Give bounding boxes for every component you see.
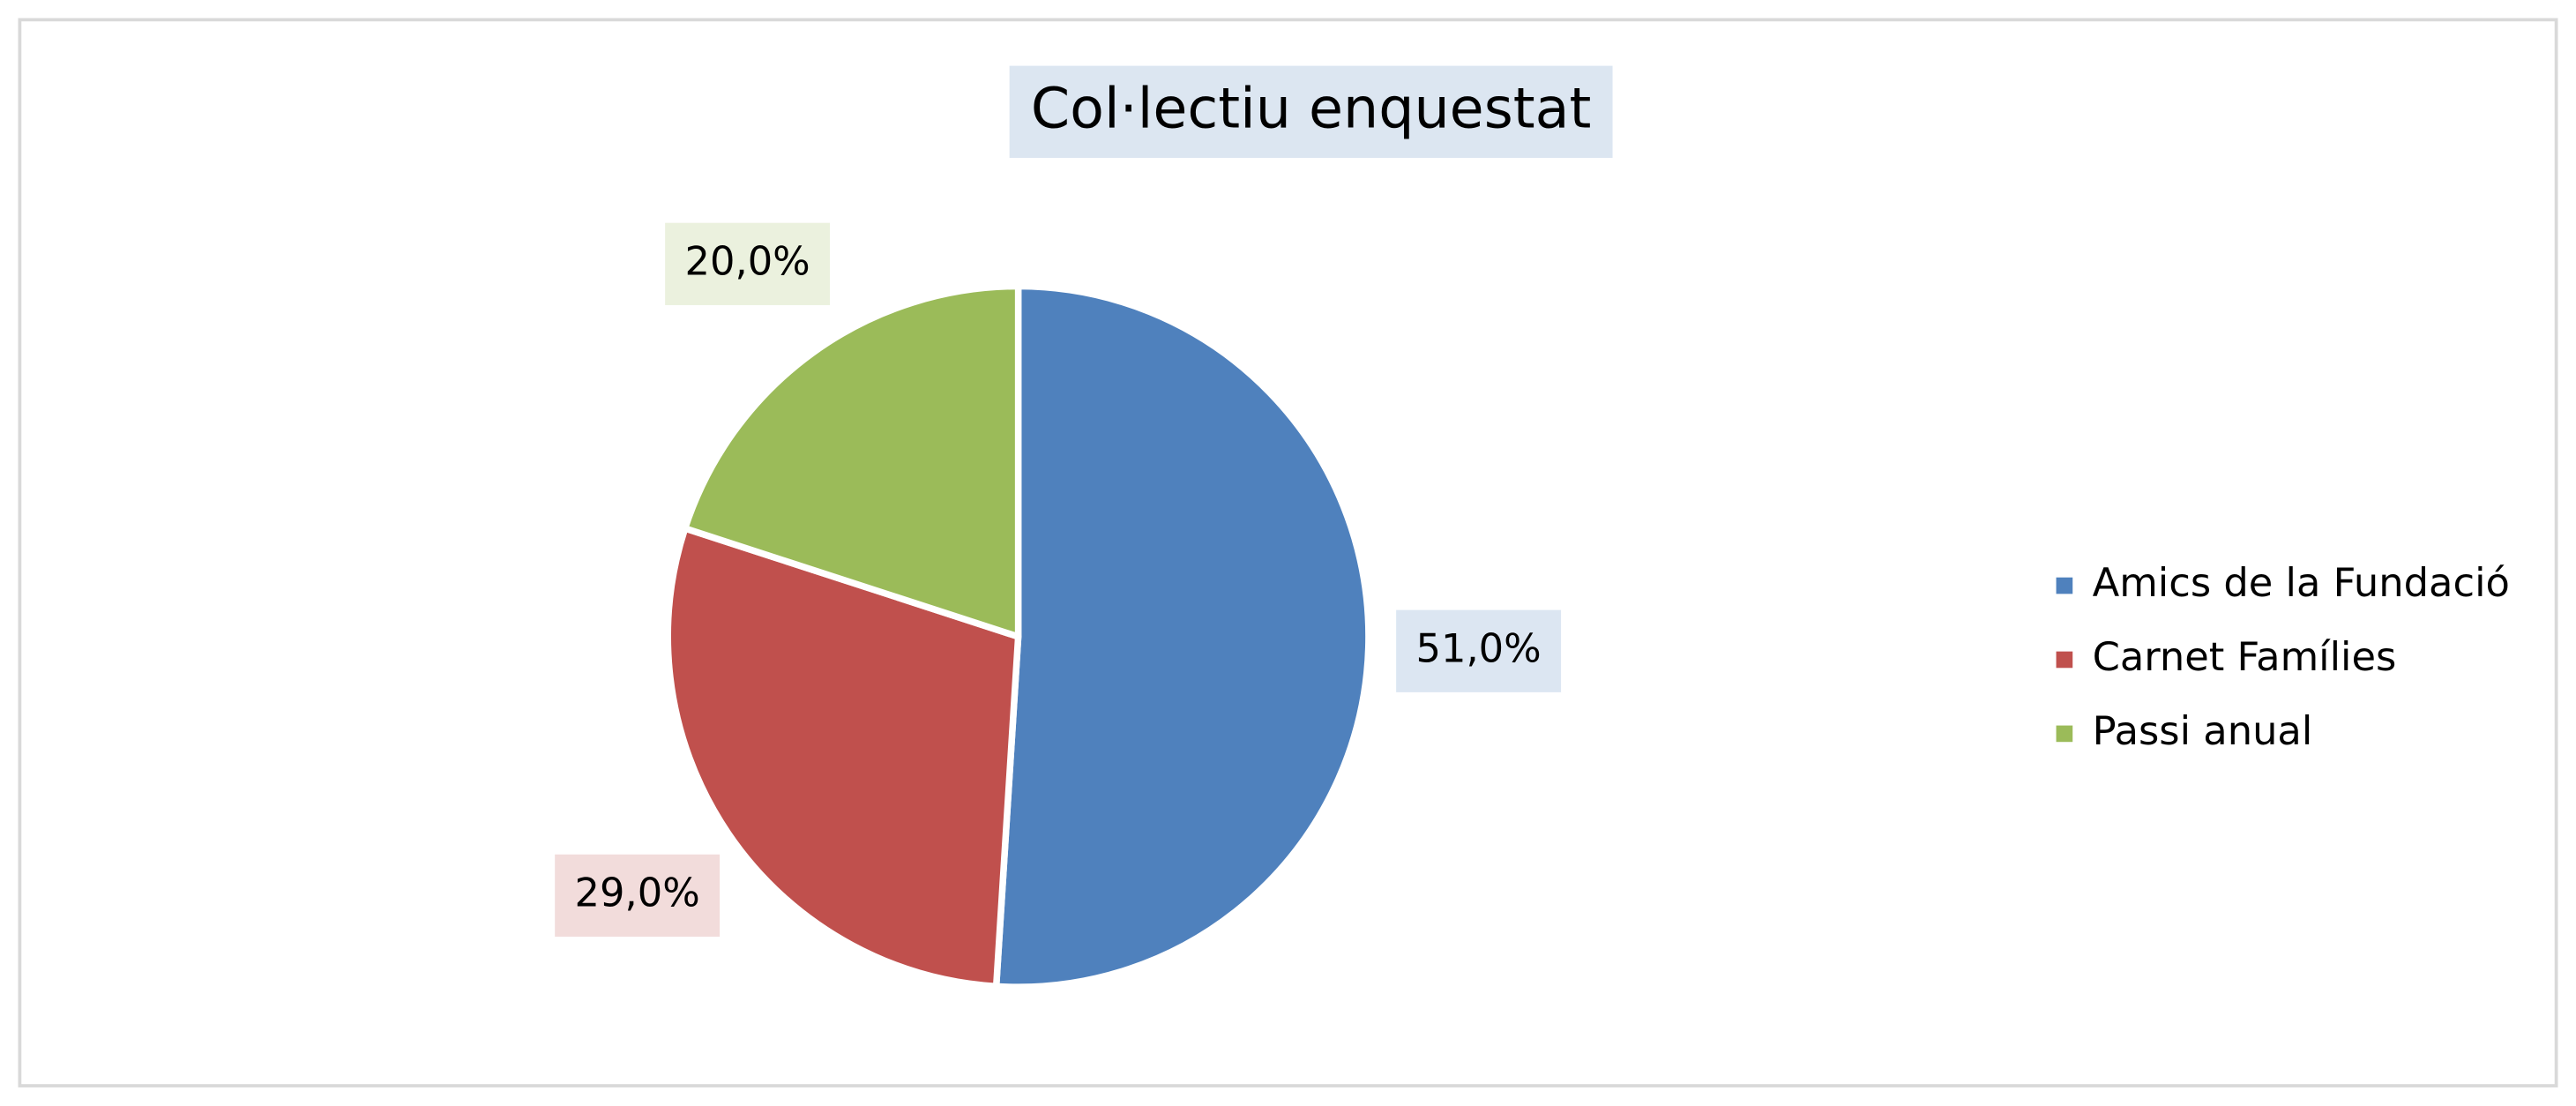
legend-label: Amics de la Fundació <box>2093 559 2510 606</box>
legend-marker <box>2056 651 2073 669</box>
pie-slice <box>682 282 1022 640</box>
legend-label: Passi anual <box>2093 707 2313 754</box>
chart-title: Col·lectiu enquestat <box>1031 75 1591 140</box>
legend-label: Carnet Famílies <box>2093 633 2397 680</box>
legend-marker <box>2056 577 2073 594</box>
legend-marker <box>2056 725 2073 743</box>
data-label: 20,0% <box>685 237 810 284</box>
data-label: 51,0% <box>1416 624 1542 671</box>
pie-slice <box>992 282 1372 990</box>
data-label-background <box>665 222 831 305</box>
data-label: 29,0% <box>575 869 700 915</box>
title-background <box>1009 65 1613 159</box>
data-label-background <box>1396 609 1562 692</box>
data-label-background <box>555 854 721 938</box>
pie-slice <box>664 525 1022 990</box>
